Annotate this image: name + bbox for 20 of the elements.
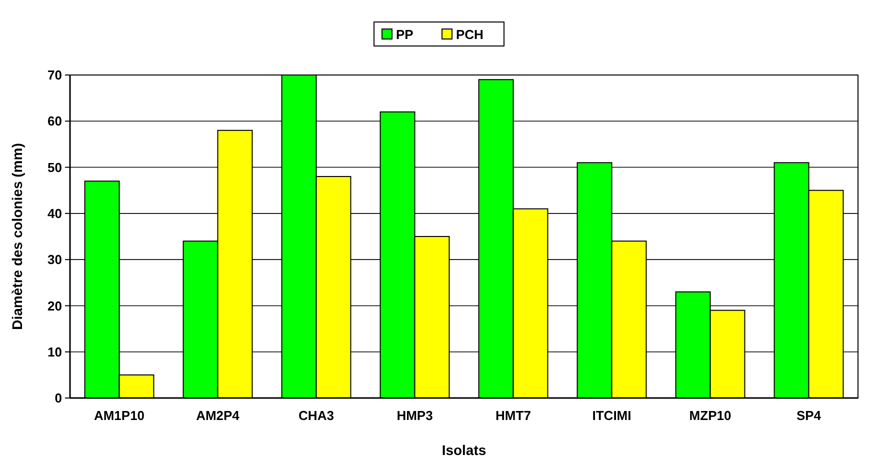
x-tick-label: ITCIMI bbox=[592, 408, 632, 423]
legend-label: PCH bbox=[456, 27, 484, 42]
y-axis-title: Diamètre des colonies (mm) bbox=[9, 143, 25, 330]
y-tick-label: 30 bbox=[48, 252, 62, 268]
y-tick-label: 0 bbox=[54, 390, 62, 406]
x-tick-label: HMP3 bbox=[396, 408, 433, 423]
x-tick-label: AM1P10 bbox=[94, 408, 145, 423]
y-tick-label: 40 bbox=[48, 206, 62, 221]
x-axis-title: Isolats bbox=[442, 442, 486, 458]
y-tick-label: 60 bbox=[48, 114, 62, 129]
x-tick-label: MZP10 bbox=[689, 408, 732, 423]
y-tick-label: 20 bbox=[48, 298, 62, 314]
y-tick-label: 50 bbox=[48, 160, 62, 175]
x-tick-label: HMT7 bbox=[496, 408, 531, 423]
legend-label: PP bbox=[396, 27, 414, 42]
y-tick-label: 10 bbox=[48, 344, 62, 360]
x-tick-label: CHA3 bbox=[298, 408, 334, 423]
y-tick-label: 70 bbox=[48, 68, 62, 83]
x-tick-label: AM2P4 bbox=[196, 408, 240, 423]
x-tick-label: SP4 bbox=[796, 408, 822, 423]
